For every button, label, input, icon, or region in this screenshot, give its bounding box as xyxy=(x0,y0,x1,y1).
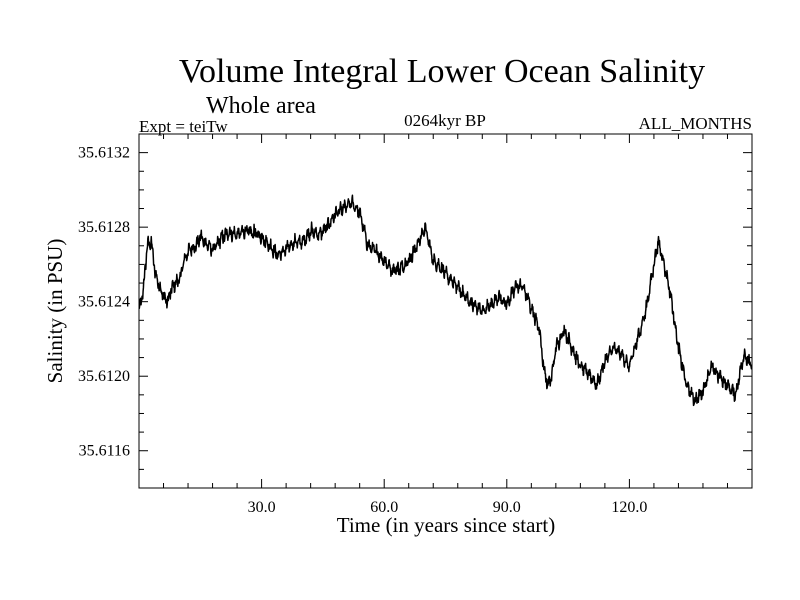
x-tick-label: 30.0 xyxy=(248,499,276,516)
experiment-label: Expt = teiTw xyxy=(139,117,228,136)
plot-frame xyxy=(138,133,753,489)
y-tick-label: 35.6128 xyxy=(78,219,130,236)
y-tick-label: 35.6132 xyxy=(78,145,130,162)
chart-title: Volume Integral Lower Ocean Salinity xyxy=(179,53,705,90)
months-label: ALL_MONTHS xyxy=(639,114,752,133)
y-tick-label: 35.6120 xyxy=(78,368,130,385)
x-tick-label: 90.0 xyxy=(493,499,521,516)
x-tick-label: 60.0 xyxy=(370,499,398,516)
chart-subtitle: Whole area xyxy=(206,93,316,119)
x-tick-label: 120.0 xyxy=(611,499,647,516)
x-axis: 30.0 60.0 90.0 120.0 xyxy=(163,134,728,516)
y-tick-label: 35.6116 xyxy=(79,443,130,460)
y-axis-label: Salinity (in PSU) xyxy=(43,239,67,384)
y-axis: 35.6116 35.6120 35.6124 35.6128 35.6132 xyxy=(78,133,752,489)
salinity-series-line xyxy=(138,194,753,407)
period-label: 0264kyr BP xyxy=(404,111,486,130)
y-tick-label: 35.6124 xyxy=(78,294,130,311)
x-axis-label: Time (in years since start) xyxy=(337,513,556,537)
